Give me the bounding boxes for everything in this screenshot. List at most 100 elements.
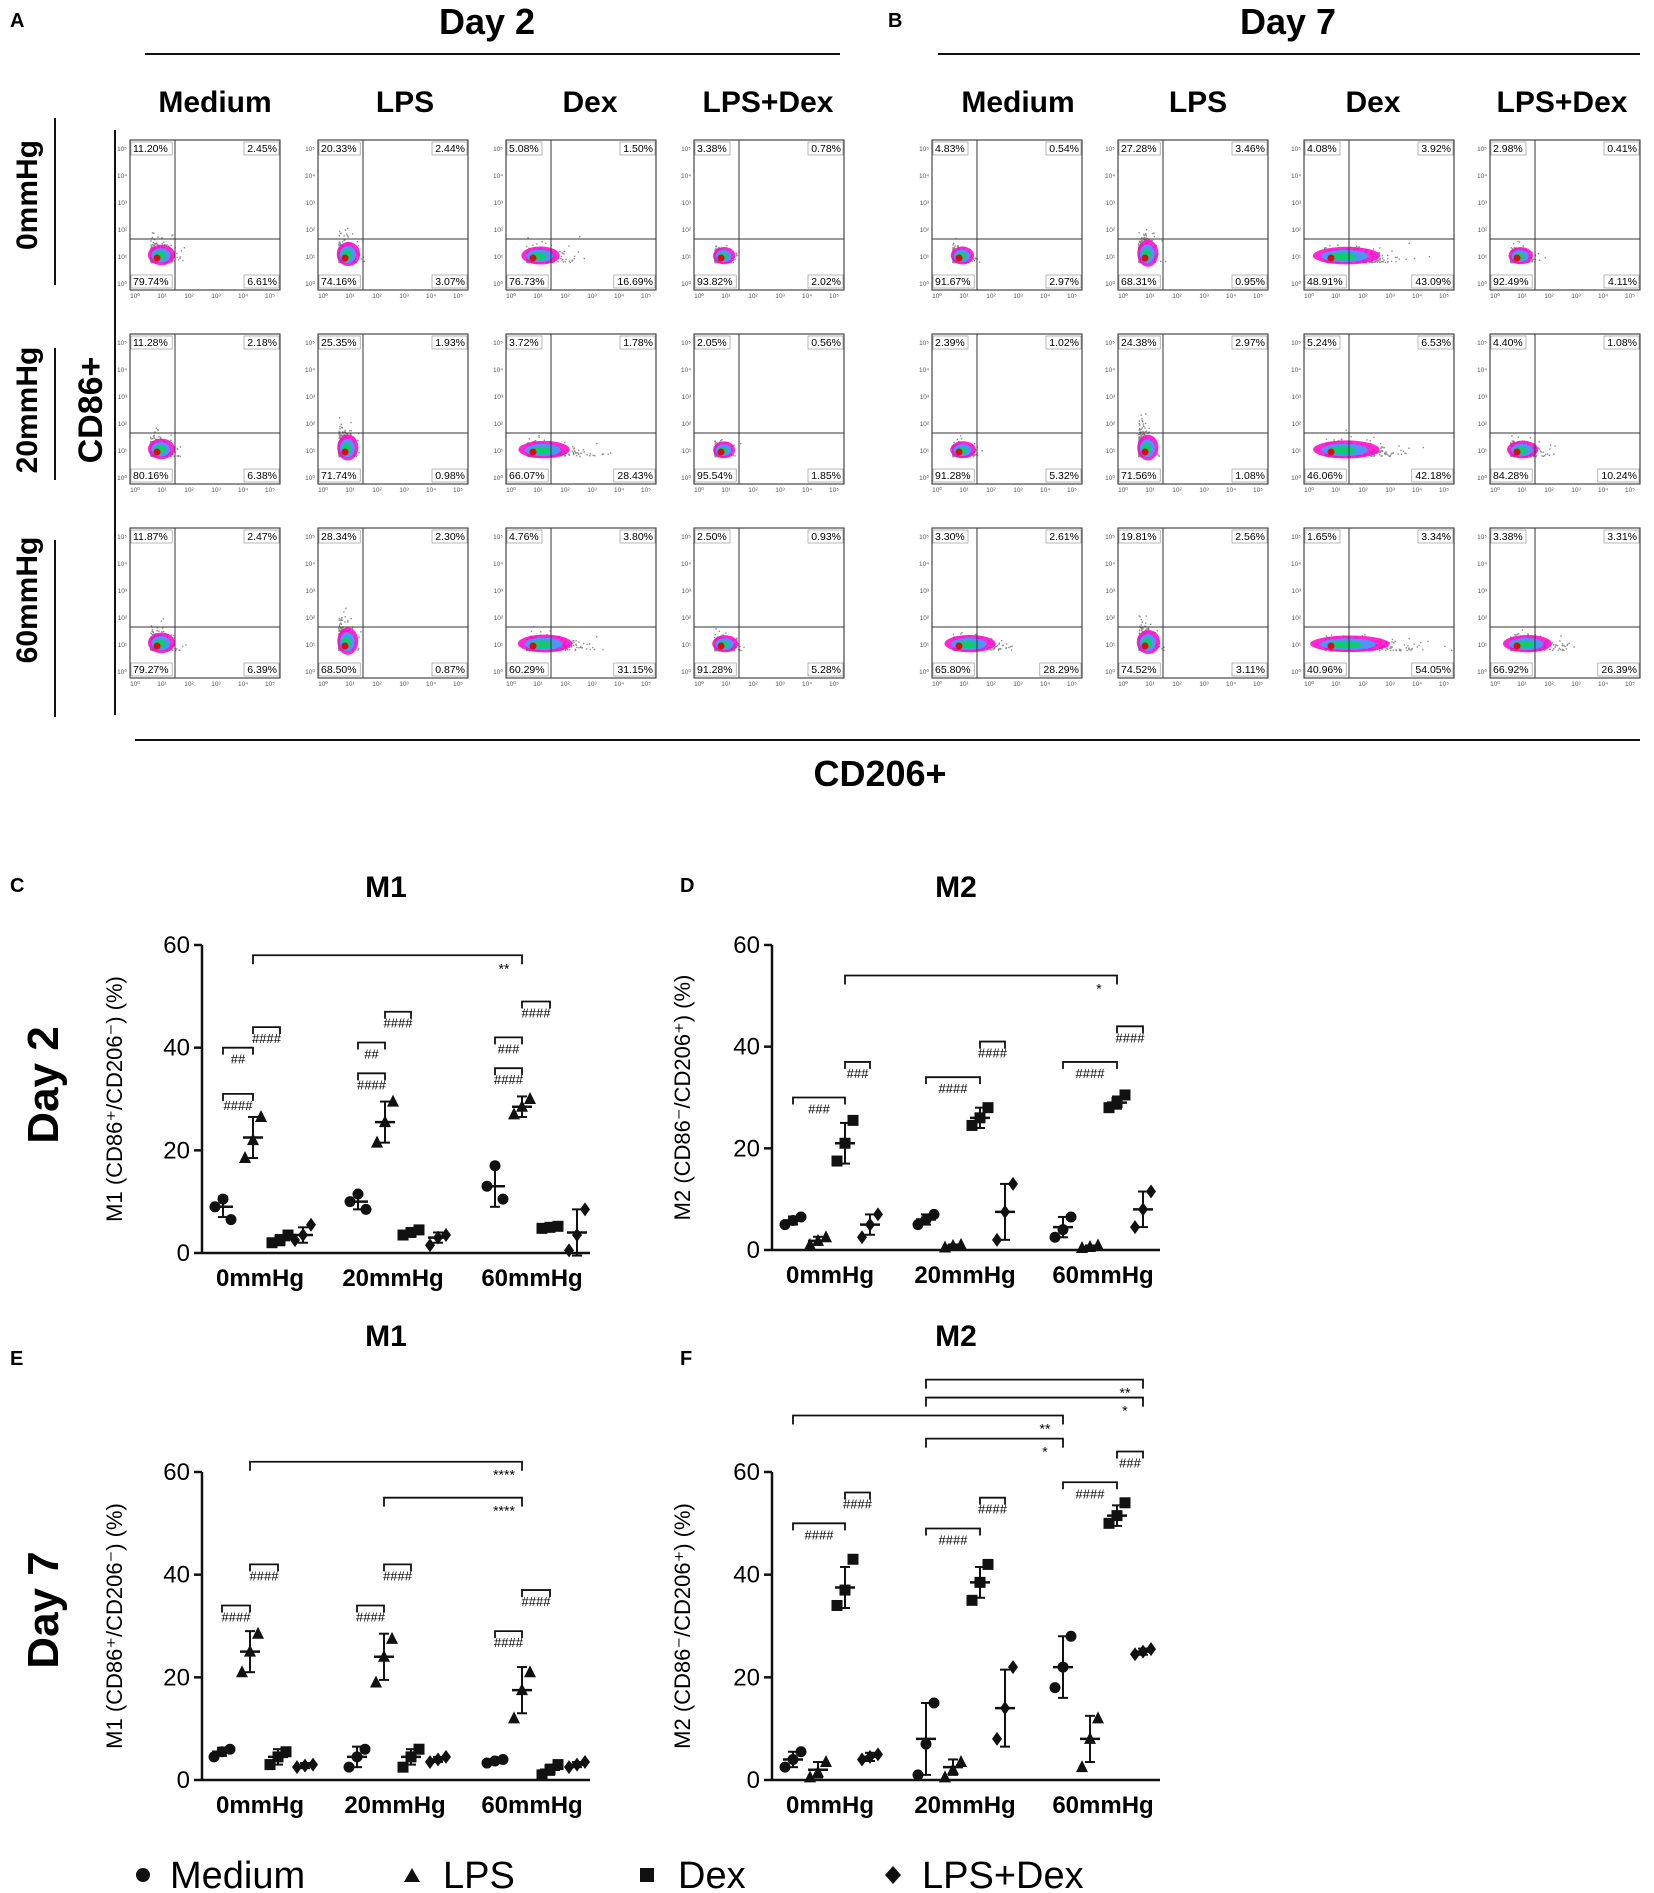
panel-label-e: E <box>10 1348 23 1370</box>
flow-event-dot <box>342 431 344 433</box>
flow-event-dot <box>563 253 565 255</box>
flow-y-tick: 10⁰ <box>117 280 127 288</box>
flow-event-dot <box>1537 252 1540 255</box>
flow-event-dot <box>1144 236 1146 239</box>
flow-event-dot <box>952 455 955 458</box>
flow-event-dot <box>1138 241 1141 243</box>
flow-quadrant-label-box <box>243 274 280 289</box>
flow-x-tick: 10¹ <box>1145 293 1155 300</box>
flow-event-dot <box>1375 258 1378 261</box>
flow-quadrant-value: 4.11% <box>1608 276 1637 288</box>
flow-event-dot <box>338 244 340 247</box>
flow-y-tick: 10⁴ <box>305 173 315 180</box>
flow-event-dot <box>976 454 979 457</box>
flow-event-dot <box>339 425 341 428</box>
flow-event-dot <box>150 436 152 438</box>
flow-event-dot <box>341 434 343 436</box>
flow-event-dot <box>1325 247 1327 249</box>
flow-quadrant-label-box <box>1411 274 1454 289</box>
flow-y-tick: 10¹ <box>306 448 316 455</box>
flow-event-dot <box>1398 258 1400 260</box>
flow-column-header: Dex <box>562 86 617 119</box>
flow-plot: 5.08% 1.50%76.73% 16.69%10⁰10⁰10¹10¹10²10²… <box>493 139 657 300</box>
flow-column-header: LPS <box>376 86 434 119</box>
flow-x-tick: 10³ <box>211 293 221 300</box>
flow-row-label: 0mmHg <box>11 140 44 250</box>
flow-event-dot <box>981 450 983 452</box>
panel-label-a: A <box>10 10 24 32</box>
flow-density-peak <box>717 254 725 262</box>
flow-event-dot <box>155 242 157 244</box>
panel-label-c: C <box>10 875 24 897</box>
flow-y-tick: 10¹ <box>682 254 692 261</box>
flow-event-dot <box>1140 240 1143 242</box>
flow-event-dot <box>150 245 153 248</box>
flow-plot-frame <box>317 139 469 291</box>
flow-event-dot <box>952 247 954 250</box>
flow-density-peak <box>1141 254 1149 262</box>
flow-y-tick: 10⁰ <box>1291 280 1301 288</box>
flow-y-tick: 10² <box>920 421 930 428</box>
flow-event-dot <box>714 262 716 264</box>
flow-event-dot <box>1390 260 1393 262</box>
flow-y-tick: 10⁴ <box>681 173 691 180</box>
flow-quadrant-label-box <box>318 274 361 289</box>
flow-event-dot <box>1140 242 1142 244</box>
flow-event-dot <box>163 241 165 243</box>
flow-event-dot <box>1384 261 1386 264</box>
flow-event-dot <box>153 437 155 439</box>
flow-x-tick: 10⁵ <box>265 487 275 494</box>
flow-event-dot <box>155 243 157 245</box>
flow-x-tick: 10⁵ <box>829 293 839 300</box>
flow-event-dot <box>1374 261 1376 263</box>
flow-x-tick: 10⁴ <box>802 293 812 300</box>
flow-event-dot <box>972 258 975 260</box>
flow-event-dot <box>350 434 352 436</box>
flow-y-tick: 10³ <box>1106 200 1116 207</box>
flow-event-dot <box>734 258 736 261</box>
flow-event-dot <box>343 431 346 433</box>
flow-event-dot <box>562 252 564 255</box>
panel-label-f: F <box>680 1348 692 1370</box>
flow-event-dot <box>1153 232 1155 234</box>
flow-event-dot <box>1160 260 1162 262</box>
flow-x-tick: 10⁴ <box>1598 293 1608 300</box>
flow-x-tick: 10³ <box>1013 487 1023 494</box>
flow-x-tick: 10⁴ <box>1040 293 1050 300</box>
flow-x-tick: 10² <box>372 487 382 494</box>
flow-y-tick: 10⁰ <box>919 474 929 482</box>
flow-y-tick: 10¹ <box>1478 254 1488 261</box>
flow-density-peak <box>529 254 537 262</box>
flow-x-tick: 10⁴ <box>238 293 248 300</box>
flow-event-dot <box>735 253 737 255</box>
flow-event-dot <box>151 438 153 440</box>
flow-event-dot <box>341 241 344 243</box>
flow-event-dot <box>1153 236 1156 238</box>
flow-event-dot <box>152 241 155 244</box>
flow-x-tick: 10² <box>1544 293 1554 300</box>
flow-quadrant-label-box <box>431 274 468 289</box>
flow-event-dot <box>153 434 155 437</box>
flow-event-dot <box>959 435 962 437</box>
flow-quadrant-label-box <box>431 141 468 156</box>
flow-event-dot <box>1381 261 1383 263</box>
flow-quadrant-value: 16.69% <box>617 276 653 288</box>
flow-event-dot <box>541 241 543 243</box>
flow-event-dot <box>1530 260 1533 262</box>
flow-event-dot <box>164 243 166 246</box>
flow-event-dot <box>1145 232 1147 235</box>
flow-event-dot <box>159 436 162 439</box>
flow-x-tick: 10² <box>184 487 194 494</box>
flow-event-dot <box>953 242 955 245</box>
flow-x-tick: 10⁰ <box>506 292 516 300</box>
flow-event-dot <box>956 245 959 248</box>
flow-plot: 11.20% 2.45%79.74% 6.61%10⁰10⁰10¹10¹10²10²… <box>117 139 281 300</box>
flow-quadrant-label-box <box>431 335 468 350</box>
flow-y-tick: 10² <box>1292 227 1302 234</box>
flow-event-dot <box>166 244 168 246</box>
flow-x-tick: 10¹ <box>1517 293 1527 300</box>
flow-quadrant-value: 91.67% <box>935 276 971 288</box>
flow-event-dot <box>560 257 562 260</box>
flow-event-dot <box>1387 261 1389 264</box>
flow-event-dot <box>357 245 359 247</box>
